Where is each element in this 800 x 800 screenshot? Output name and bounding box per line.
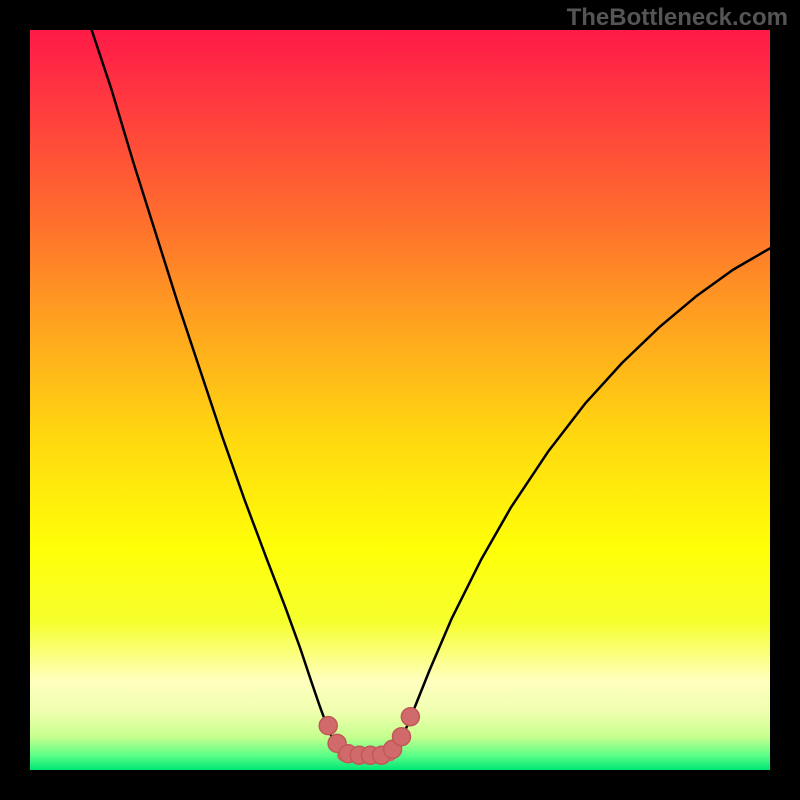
plot-frame <box>30 30 770 770</box>
watermark-text: TheBottleneck.com <box>567 4 788 32</box>
marker-point <box>401 708 419 726</box>
chart-background <box>30 30 770 770</box>
marker-point <box>319 717 337 735</box>
plot-area <box>30 30 770 770</box>
chart-svg <box>30 30 770 770</box>
marker-point <box>392 728 410 746</box>
